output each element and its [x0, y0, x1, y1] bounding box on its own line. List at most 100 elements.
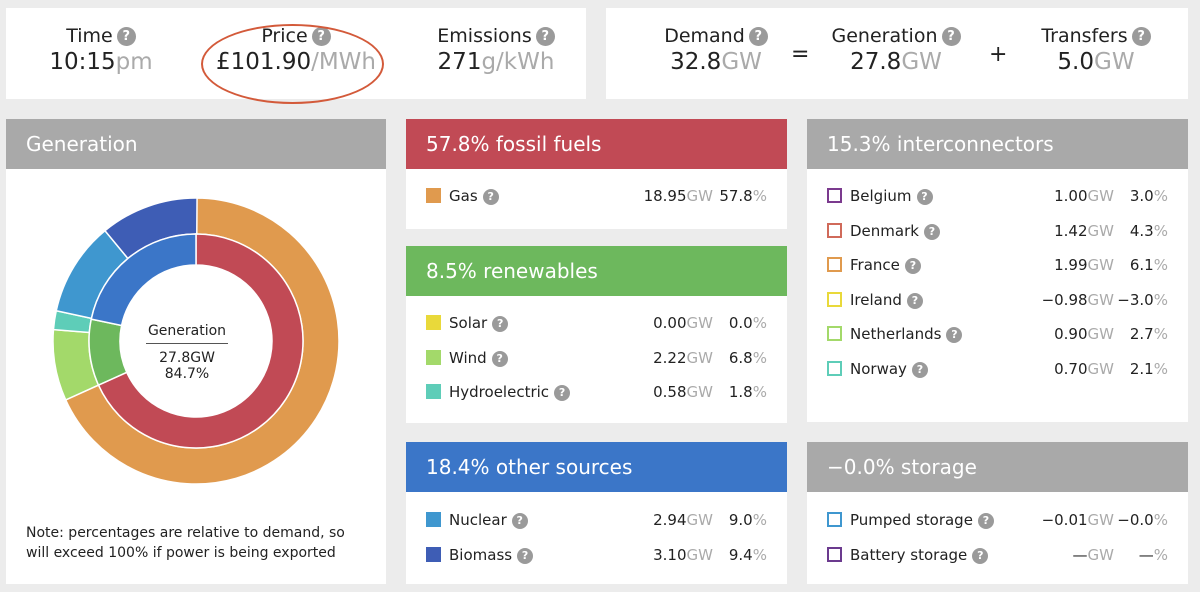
source-help-icon[interactable]: ?	[916, 189, 933, 205]
source-help-icon[interactable]: ?	[511, 513, 528, 529]
demand-label: Demand	[664, 25, 745, 47]
summary-card: Time? 10:15pm Price? £101.90/MWh Emissio…	[6, 8, 586, 104]
generation-donut-chart	[52, 197, 340, 485]
source-gw-unit: GW	[1087, 325, 1114, 344]
source-name: Biomass	[449, 545, 513, 564]
time-label: Time	[66, 25, 113, 47]
source-name: France	[850, 256, 900, 275]
source-help-icon[interactable]: ?	[904, 258, 921, 275]
emissions-unit: g/kWh	[481, 49, 555, 75]
source-name: Battery storage	[850, 545, 968, 564]
source-pct: −3.0%	[1117, 283, 1168, 317]
demand-help-icon[interactable]: ?	[748, 27, 768, 46]
source-name: Ireland	[850, 290, 902, 309]
fossil-panel-header: 57.8% fossil fuels	[406, 119, 787, 169]
source-help-icon[interactable]: ?	[906, 292, 923, 309]
source-row-gas: Gas? 18.95GW 57.8%	[426, 179, 767, 213]
time-unit: pm	[115, 49, 153, 75]
donut-center-value: 27.8GW	[159, 350, 215, 366]
emissions-label: Emissions	[437, 25, 532, 47]
renewables-panel: 8.5% renewables Solar? 0.00GW 0.0% Wind? 2.2…	[406, 246, 787, 423]
source-gw-unit: GW	[1087, 511, 1114, 529]
percentages-note: Note: percentages are relative to demand…	[26, 525, 345, 561]
source-pct: 2.7%	[1130, 317, 1168, 351]
source-pct-unit: %	[752, 511, 767, 529]
source-pct-unit: %	[1153, 545, 1168, 564]
source-help-icon[interactable]: ?	[492, 316, 509, 332]
source-gw-unit: GW	[686, 545, 713, 564]
source-row-belgium: Belgium? 1.00GW 3.0%	[827, 179, 1168, 213]
source-gw-unit: GW	[686, 314, 713, 332]
fossil-panel: 57.8% fossil fuels Gas? 18.95GW 57.8%	[406, 119, 787, 229]
generation-panel: Generation Generation 27.8GW 84.7% Note:…	[6, 119, 386, 584]
source-help-icon[interactable]: ?	[946, 327, 963, 344]
source-help-icon[interactable]: ?	[972, 547, 989, 564]
source-gw-value: 0.58	[653, 383, 687, 402]
legend-swatch-icon	[827, 188, 842, 203]
source-gw: 1.42GW	[1054, 214, 1114, 248]
source-pct: 1.8%	[729, 375, 767, 409]
legend-swatch-icon	[827, 222, 842, 238]
source-pct-unit: %	[1153, 360, 1168, 378]
source-name: Solar	[449, 314, 488, 332]
source-row-denmark: Denmark? 1.42GW 4.3%	[827, 214, 1168, 248]
balance-card: Demand? 32.8GW = Generation? 27.8GW + Tr…	[606, 8, 1188, 99]
source-gw-unit: GW	[1087, 545, 1114, 564]
source-name: Nuclear	[449, 511, 507, 529]
source-gw-value: 1.99	[1054, 256, 1088, 275]
time-value: 10:15	[49, 49, 116, 75]
source-gw-value: 0.90	[1054, 325, 1088, 344]
source-help-icon[interactable]: ?	[911, 362, 928, 378]
source-help-icon[interactable]: ?	[491, 350, 508, 367]
source-row-netherlands: Netherlands? 0.90GW 2.7%	[827, 317, 1168, 351]
source-pct-value: 1.8	[728, 383, 753, 402]
source-pct-unit: %	[1153, 511, 1168, 529]
source-pct: 9.0%	[729, 503, 767, 537]
source-pct-value: −3.0	[1117, 290, 1154, 309]
source-row-pumped-storage: Pumped storage? −0.01GW −0.0%	[827, 503, 1168, 537]
emissions-value: 271	[437, 49, 482, 75]
source-pct: 2.1%	[1130, 352, 1168, 386]
legend-swatch-icon	[426, 349, 441, 365]
transfers-help-icon[interactable]: ?	[1131, 27, 1151, 46]
source-help-icon[interactable]: ?	[977, 513, 994, 529]
source-gw: −0.98GW	[1042, 283, 1114, 317]
source-gw-value: 1.42	[1054, 221, 1088, 240]
source-gw-value: 18.95	[643, 187, 687, 205]
source-pct: 9.4%	[729, 538, 767, 572]
time-help-icon[interactable]: ?	[116, 27, 136, 46]
source-gw-unit: GW	[1087, 290, 1114, 309]
source-pct-value: 3.0	[1129, 187, 1154, 205]
source-pct: 57.8%	[719, 179, 767, 213]
source-name: Wind	[449, 348, 487, 367]
source-gw: 3.10GW	[653, 538, 713, 572]
interconnectors-panel: 15.3% interconnectors Belgium? 1.00GW 3.0%…	[807, 119, 1188, 422]
source-gw-unit: GW	[1087, 360, 1114, 378]
source-gw: 2.22GW	[653, 341, 713, 375]
source-name: Pumped storage	[850, 511, 973, 529]
source-gw-unit: GW	[686, 383, 713, 402]
emissions-help-icon[interactable]: ?	[535, 27, 555, 46]
source-pct-value: 4.3	[1129, 221, 1154, 240]
legend-swatch-icon	[426, 384, 441, 400]
source-gw-value: —	[1072, 545, 1088, 564]
source-pct-value: 0.0	[728, 314, 753, 332]
source-help-icon[interactable]: ?	[554, 385, 571, 402]
storage-panel: −0.0% storage Pumped storage? −0.01GW −0.0…	[807, 442, 1188, 584]
source-gw-value: −0.01	[1041, 511, 1088, 529]
generation-panel-header: Generation	[6, 119, 386, 169]
source-name: Norway	[850, 360, 907, 378]
source-pct-value: —	[1138, 545, 1154, 564]
other-sources-panel-header: 18.4% other sources	[406, 442, 787, 492]
source-pct-unit: %	[752, 545, 767, 564]
storage-panel-header: −0.0% storage	[807, 442, 1188, 492]
source-help-icon[interactable]: ?	[517, 547, 534, 564]
source-help-icon[interactable]: ?	[923, 223, 940, 240]
source-help-icon[interactable]: ?	[482, 189, 499, 205]
generation-help-icon[interactable]: ?	[941, 27, 961, 46]
generation-label: Generation	[831, 25, 938, 47]
source-gw: 0.70GW	[1054, 352, 1114, 386]
source-pct-value: 6.1	[1129, 256, 1154, 275]
source-pct-unit: %	[1153, 221, 1168, 240]
source-gw-unit: GW	[686, 511, 713, 529]
